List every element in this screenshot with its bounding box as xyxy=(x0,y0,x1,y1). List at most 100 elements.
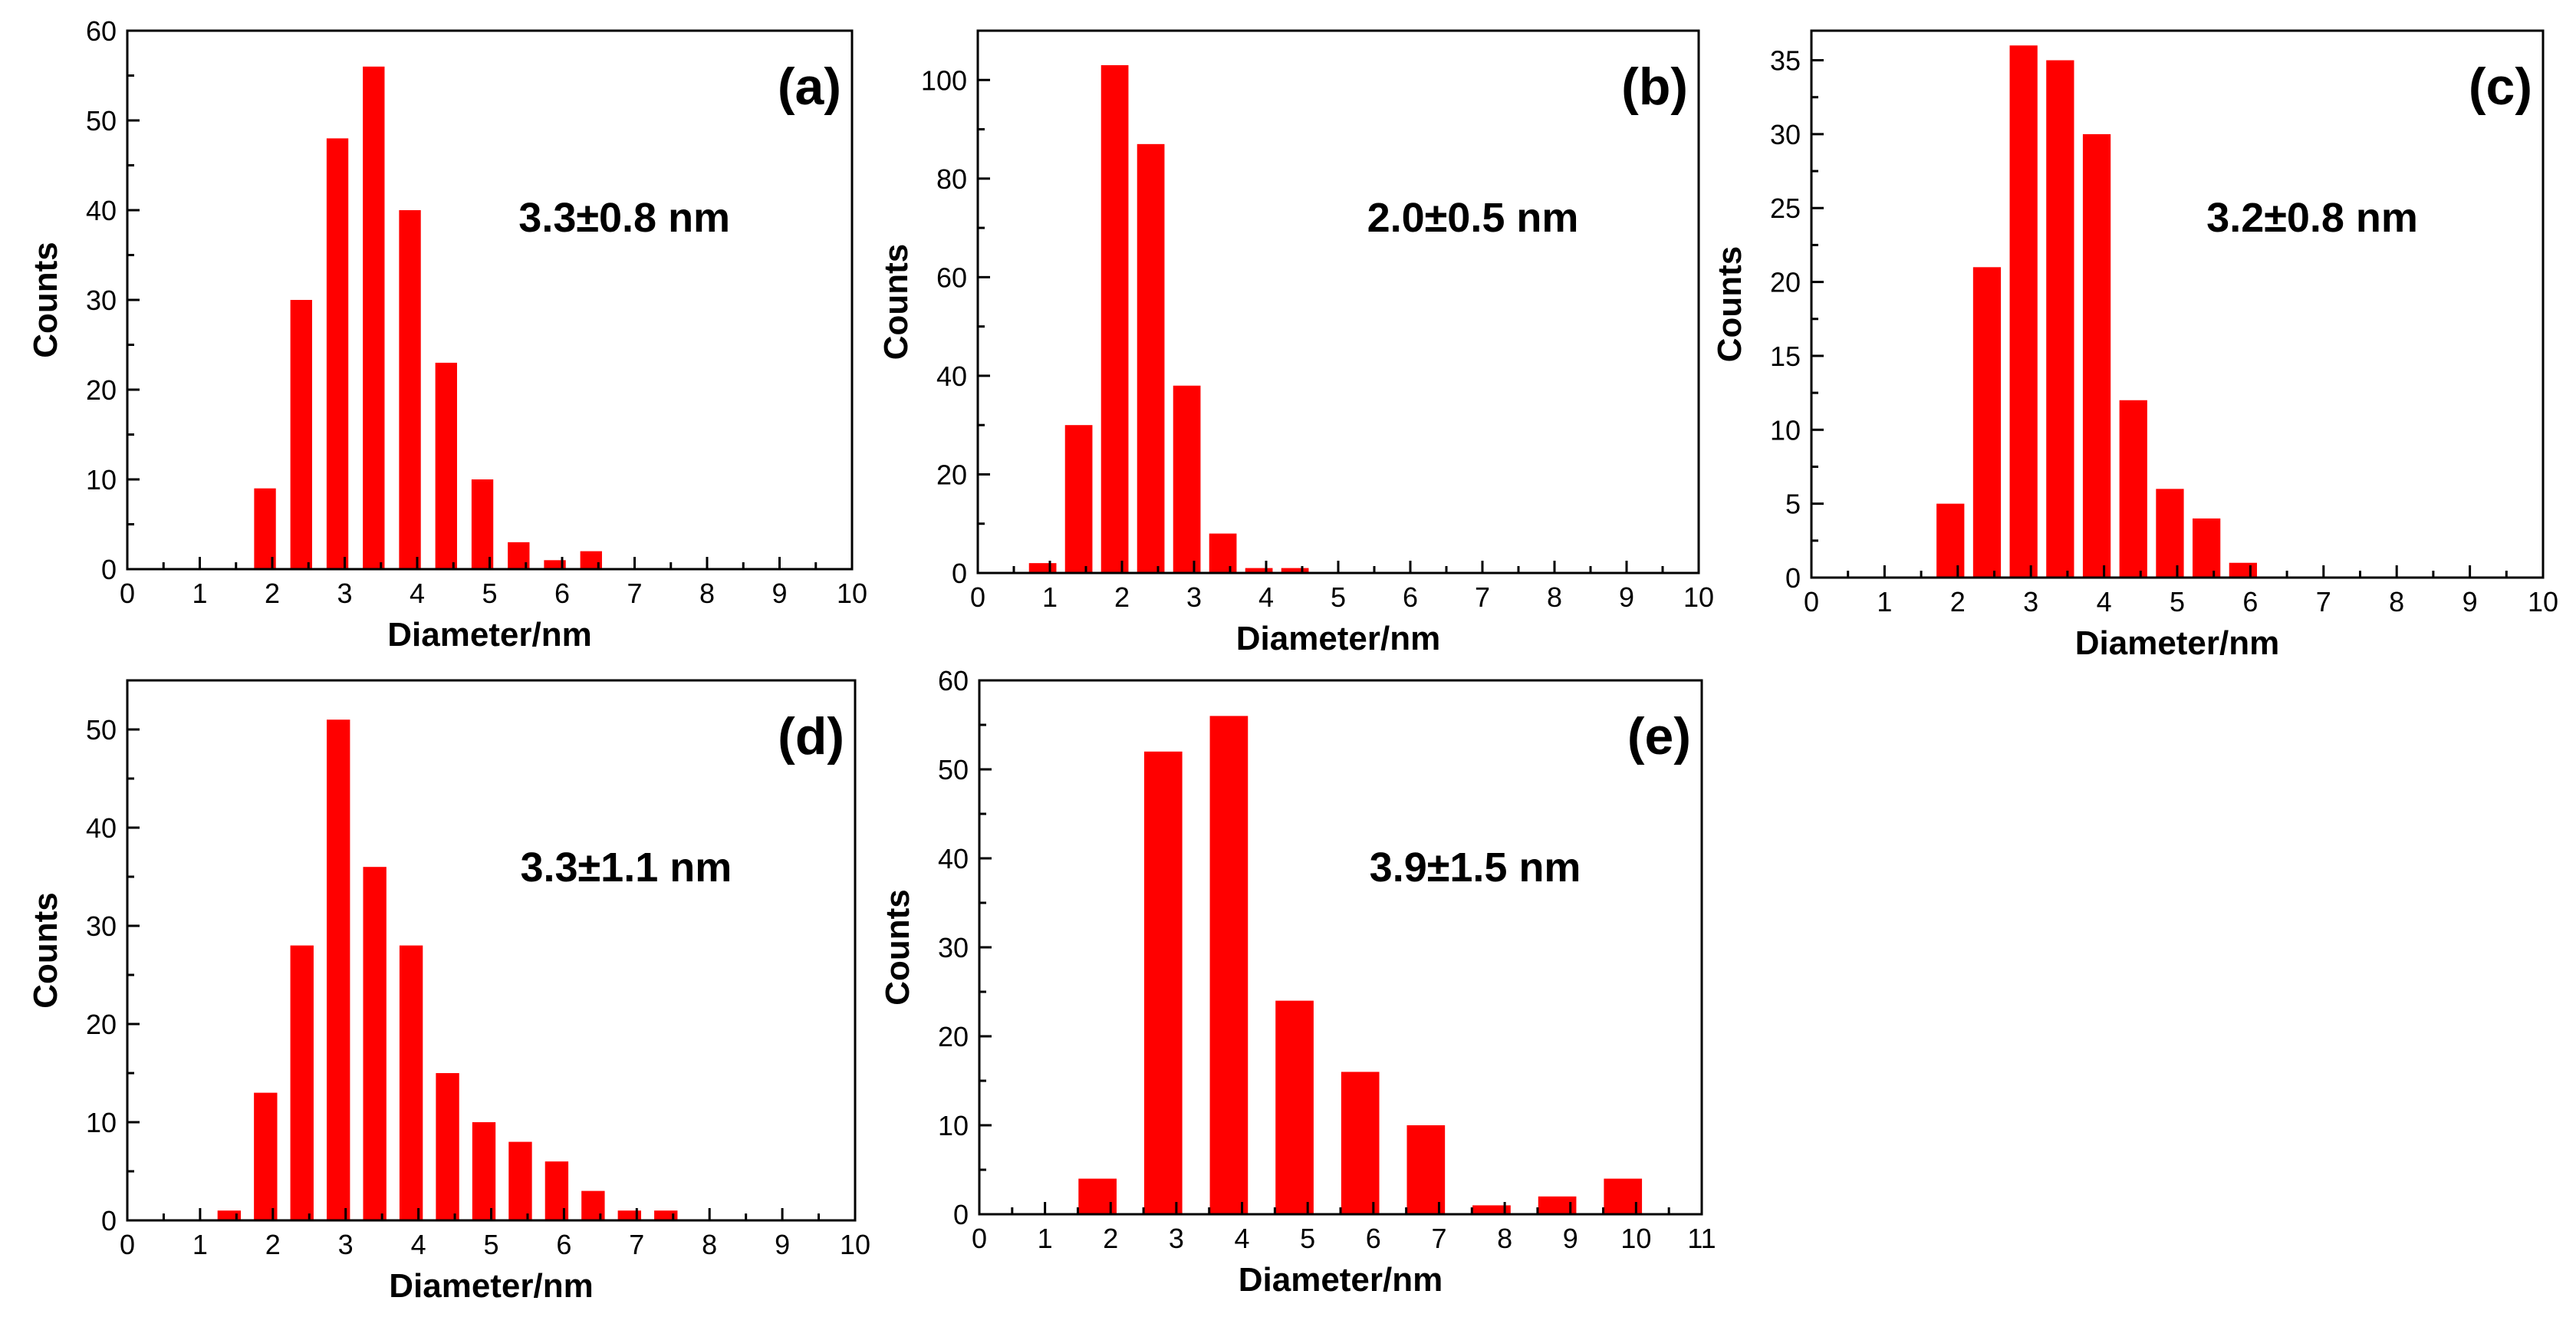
x-tick-label: 3 xyxy=(338,1229,354,1260)
x-tick-label: 0 xyxy=(1804,586,1819,617)
x-tick-label: 9 xyxy=(775,1229,790,1260)
plot-frame xyxy=(978,679,1703,1216)
bar xyxy=(508,1141,532,1220)
x-tick-label: 2 xyxy=(1950,586,1966,617)
panel-label: (b) xyxy=(1621,58,1688,116)
y-tick-label: 10 xyxy=(1770,414,1801,446)
panel-label: (c) xyxy=(2469,58,2532,116)
y-tick-label: 30 xyxy=(86,285,117,316)
bar xyxy=(2229,562,2257,578)
x-tick-label: 10 xyxy=(2528,586,2558,617)
x-tick-label: 4 xyxy=(1235,1223,1250,1254)
x-tick-label: 8 xyxy=(702,1229,717,1260)
x-tick-label: 5 xyxy=(1331,581,1346,613)
y-tick-label: 20 xyxy=(936,459,967,490)
bar xyxy=(290,300,312,569)
bar xyxy=(2046,60,2074,578)
x-tick-label: 7 xyxy=(1431,1223,1446,1254)
x-tick-label: 6 xyxy=(554,578,570,609)
y-tick-label: 30 xyxy=(1770,119,1801,150)
x-tick-label: 9 xyxy=(2462,586,2478,617)
x-tick-label: 8 xyxy=(699,578,715,609)
y-tick-label: 15 xyxy=(1770,341,1801,372)
panel-d: 0 1 2 3 4 5 6 7 8 9 10 0 10 20 30 40 50 Diameter/nm Counts… xyxy=(27,679,870,1305)
panel-b: 0 1 2 3 4 5 6 7 8 9 10020406080100Diameter/nmCount… xyxy=(877,29,1714,657)
y-tick-label: 60 xyxy=(86,15,117,47)
y-axis-title: Counts xyxy=(27,242,64,358)
x-tick-label: 5 xyxy=(1300,1223,1315,1254)
x-axis-title: Diameter/nm xyxy=(1236,620,1441,657)
bar xyxy=(2082,133,2111,578)
y-tick-label: 50 xyxy=(86,105,117,137)
x-tick-label: 8 xyxy=(1547,581,1562,613)
x-tick-label: 10 xyxy=(837,578,867,609)
bar xyxy=(435,362,457,569)
x-tick-label: 5 xyxy=(483,1229,498,1260)
x-tick-label: 0 xyxy=(972,1223,987,1254)
x-tick-label: 3 xyxy=(1169,1223,1184,1254)
bar xyxy=(1972,267,2002,578)
bar xyxy=(327,719,350,1220)
panel-e: 0 1 2 3 4 5 6 7 8 9 10 11 0 10 20 30 40 50 60 Diameter/nm Co… xyxy=(879,665,1716,1299)
x-axis-title: Diameter/nm xyxy=(1239,1261,1443,1299)
x-tick-label: 4 xyxy=(410,578,425,609)
x-tick-label: 3 xyxy=(2023,586,2038,617)
y-tick-label: 25 xyxy=(1770,193,1801,224)
bar xyxy=(1245,568,1273,573)
y-tick-label: 100 xyxy=(921,64,967,96)
bar xyxy=(471,479,494,569)
size-annotation: 2.0±0.5 nm xyxy=(1367,195,1579,241)
bar xyxy=(1341,1072,1380,1214)
x-tick-label: 1 xyxy=(1877,586,1892,617)
x-axis-title: Diameter/nm xyxy=(2075,624,2280,662)
y-axis-title: Counts xyxy=(27,892,64,1009)
y-tick-label: 40 xyxy=(86,812,117,844)
y-tick-label: 80 xyxy=(936,163,967,195)
size-annotation: 3.9±1.5 nm xyxy=(1370,845,1581,891)
x-tick-label: 1 xyxy=(1042,581,1058,613)
y-tick-label: 40 xyxy=(938,843,969,874)
y-tick-label: 0 xyxy=(101,554,117,585)
x-tick-label: 8 xyxy=(1497,1223,1512,1254)
y-tick-label: 10 xyxy=(938,1110,969,1141)
bar xyxy=(399,210,421,569)
bar xyxy=(290,945,314,1220)
bar xyxy=(326,138,349,569)
bar xyxy=(1100,64,1129,573)
bar xyxy=(1281,568,1309,573)
bar xyxy=(1275,1000,1314,1214)
bar xyxy=(1173,385,1201,573)
size-annotation: 3.3±1.1 nm xyxy=(520,845,732,891)
size-annotation: 3.3±0.8 nm xyxy=(518,195,730,241)
bar xyxy=(654,1210,678,1220)
bar xyxy=(1064,425,1093,573)
y-tick-label: 35 xyxy=(1770,45,1801,77)
y-tick-label: 0 xyxy=(953,1199,969,1230)
bar xyxy=(1472,1205,1511,1214)
bar xyxy=(2009,45,2038,578)
x-tick-label: 1 xyxy=(192,578,207,609)
panel-c: 0 1 2 3 4 5 6 7 8 9 10 0 5 10 15 20 25 30 35 Diameter/nm Cou… xyxy=(1711,29,2558,662)
size-annotation: 3.2±0.8 nm xyxy=(2206,195,2418,241)
x-tick-label: 0 xyxy=(970,581,985,613)
x-tick-label: 8 xyxy=(2389,586,2404,617)
bar xyxy=(1143,751,1183,1214)
bar xyxy=(436,1073,459,1220)
bar xyxy=(544,560,566,569)
panel-label: (d) xyxy=(778,707,844,766)
x-tick-label: 10 xyxy=(1683,581,1714,613)
panel-label: (e) xyxy=(1627,707,1691,766)
x-tick-label: 1 xyxy=(1038,1223,1053,1254)
x-tick-label: 9 xyxy=(1619,581,1634,613)
x-tick-label: 7 xyxy=(627,578,642,609)
bar xyxy=(254,1092,278,1220)
y-axis-title: Counts xyxy=(879,889,916,1006)
x-tick-label: 9 xyxy=(771,578,787,609)
bar xyxy=(617,1210,641,1220)
x-tick-label: 6 xyxy=(1366,1223,1381,1254)
bar xyxy=(363,867,387,1220)
x-tick-label: 0 xyxy=(120,578,135,609)
y-tick-label: 5 xyxy=(1785,489,1801,520)
bar xyxy=(254,488,276,569)
x-tick-label: 10 xyxy=(1620,1223,1651,1254)
